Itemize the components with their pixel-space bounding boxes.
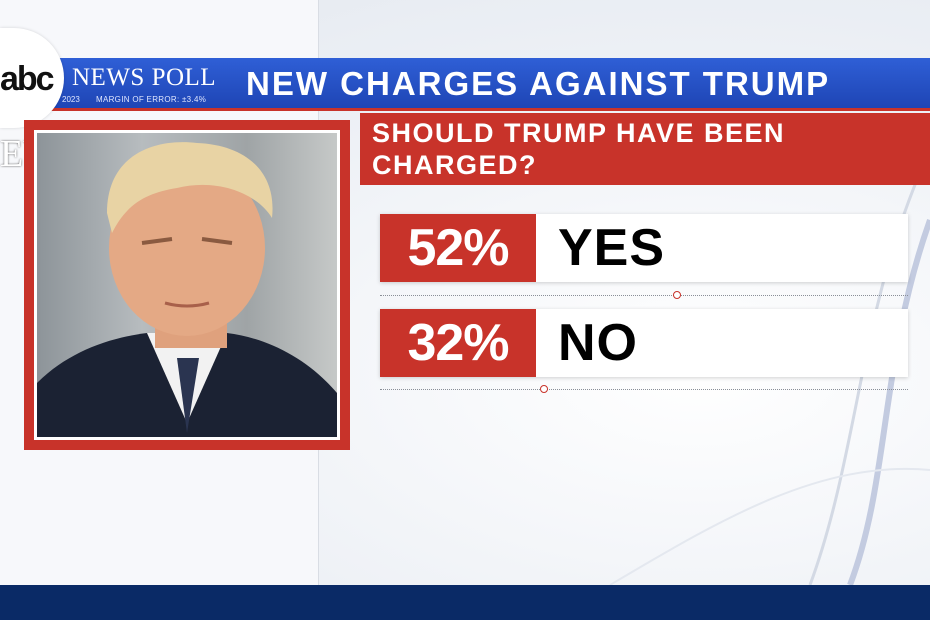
result-bar-track [380,389,908,390]
question-box: SHOULD TRUMP HAVE BEEN CHARGED? [360,113,930,185]
result-row-yes: 52% YES [380,214,908,282]
poll-marker-icon [673,291,681,299]
margin-of-error: MARGIN OF ERROR: ±3.4% [96,95,207,104]
headline: NEW CHARGES AGAINST TRUMP [246,65,831,102]
bottom-bar [0,585,930,620]
result-percent: 32% [380,309,536,377]
poll-date: 2023 [62,95,80,104]
header-bar: NEWS POLL 2023 MARGIN OF ERROR: ±3.4% NE… [28,58,930,111]
result-row-no: 32% NO [380,309,908,377]
network-logo-text: abc [0,60,55,98]
poll-marker-icon [540,385,548,393]
question-text: SHOULD TRUMP HAVE BEEN CHARGED? [372,117,785,181]
portrait-photo [37,133,337,437]
portrait-illustration [37,142,337,437]
question-line-2: CHARGED? [372,150,537,180]
result-bar-track [380,295,908,296]
photo-border [34,130,340,440]
question-line-1: SHOULD TRUMP HAVE BEEN [372,118,786,148]
photo-frame [24,120,350,450]
result-percent: 52% [380,214,536,282]
poll-label: NEWS POLL [72,64,217,91]
result-answer: NO [558,314,638,372]
result-answer: YES [558,219,666,277]
